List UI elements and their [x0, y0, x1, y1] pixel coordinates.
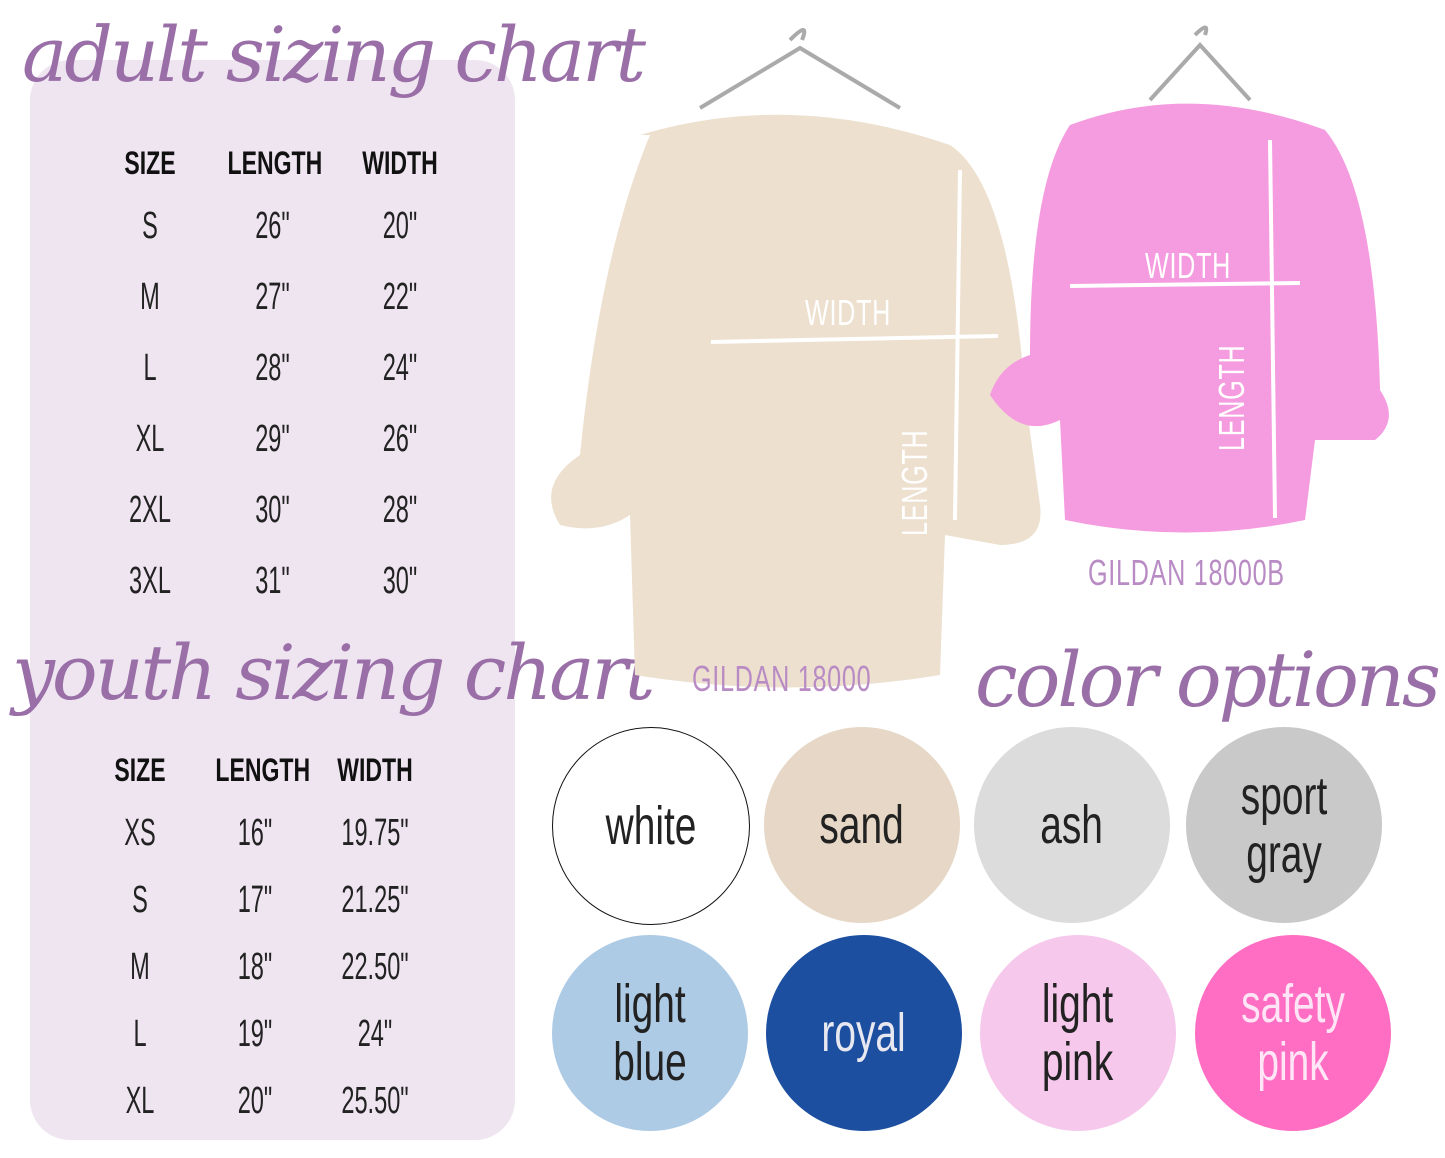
- table-cell: 30": [255, 489, 290, 531]
- table-cell: 22": [382, 276, 418, 318]
- table-cell: S: [142, 205, 158, 247]
- color-swatch[interactable]: royal: [766, 935, 962, 1131]
- table-header: SIZE LENGTH WIDTH: [80, 752, 440, 789]
- sizing-panel: [30, 60, 515, 1140]
- table-cell: 29": [255, 418, 290, 460]
- swatch-label: sport gray: [1240, 766, 1328, 884]
- table-cell: L: [133, 1013, 147, 1055]
- table-cell: 21.25": [341, 879, 409, 921]
- table-row: L 28" 24": [90, 347, 465, 390]
- table-cell: XL: [135, 418, 165, 460]
- table-cell: 19": [237, 1013, 273, 1055]
- table-row: M 18" 22.50": [80, 946, 440, 989]
- color-swatch[interactable]: light blue: [552, 935, 748, 1131]
- table-cell: M: [130, 946, 150, 988]
- color-options-title: color options: [975, 635, 1441, 724]
- table-row: XL 29" 26": [90, 418, 465, 461]
- table-row: XL 20" 25.50": [80, 1080, 440, 1123]
- color-swatch[interactable]: ash: [974, 727, 1170, 923]
- product-label: GILDAN 18000: [692, 658, 872, 699]
- swatch-label: sand: [819, 795, 905, 855]
- swatch-label: royal: [821, 1003, 907, 1063]
- table-cell: 27": [255, 276, 290, 318]
- table-cell: 19.75": [341, 812, 409, 854]
- pink-sweatshirt: [990, 25, 1389, 533]
- table-cell: WIDTH: [362, 145, 438, 181]
- table-cell: 24": [357, 1013, 393, 1055]
- color-swatch[interactable]: light pink: [980, 935, 1176, 1131]
- table-cell: 2XL: [129, 489, 171, 531]
- table-cell: 18": [237, 946, 273, 988]
- adult-chart-title: adult sizing chart: [22, 10, 646, 99]
- table-cell: 24": [382, 347, 418, 389]
- length-label: LENGTH: [894, 429, 935, 536]
- table-cell: 16": [237, 812, 273, 854]
- color-swatch[interactable]: sport gray: [1186, 727, 1382, 923]
- table-cell: WIDTH: [337, 752, 413, 788]
- width-label: WIDTH: [1145, 245, 1232, 286]
- swatch-label: ash: [1040, 795, 1104, 855]
- table-cell: 31": [255, 560, 290, 602]
- table-row: S 17" 21.25": [80, 879, 440, 922]
- table-cell: L: [143, 347, 157, 389]
- table-cell: 25.50": [341, 1080, 409, 1122]
- youth-chart-title: youth sizing chart: [12, 628, 655, 717]
- table-cell: 20": [237, 1080, 273, 1122]
- color-swatch[interactable]: safety pink: [1195, 935, 1391, 1131]
- table-cell: M: [140, 276, 160, 318]
- table-header: SIZE LENGTH WIDTH: [90, 145, 465, 182]
- swatch-label: light blue: [613, 974, 687, 1092]
- table-cell: 17": [237, 879, 273, 921]
- color-swatch[interactable]: white: [552, 727, 750, 925]
- table-cell: 26": [382, 418, 418, 460]
- table-cell: SIZE: [114, 752, 166, 788]
- color-swatch[interactable]: sand: [764, 727, 960, 923]
- table-cell: 22.50": [341, 946, 409, 988]
- table-cell: XS: [124, 812, 156, 854]
- table-cell: SIZE: [124, 145, 176, 181]
- sand-sweatshirt: [551, 28, 1041, 688]
- table-cell: 3XL: [129, 560, 171, 602]
- table-cell: 20": [382, 205, 418, 247]
- table-cell: XL: [125, 1080, 155, 1122]
- width-label: WIDTH: [805, 292, 892, 333]
- table-row: 3XL 31" 30": [90, 560, 465, 603]
- length-label: LENGTH: [1211, 344, 1252, 451]
- product-label: GILDAN 18000B: [1088, 552, 1285, 593]
- swatch-label: safety pink: [1241, 974, 1345, 1092]
- table-cell: S: [132, 879, 148, 921]
- table-cell: LENGTH: [215, 752, 311, 788]
- table-cell: 28": [382, 489, 418, 531]
- swatch-label: white: [605, 796, 697, 856]
- table-cell: 30": [382, 560, 418, 602]
- table-cell: LENGTH: [227, 145, 323, 181]
- table-row: 2XL 30" 28": [90, 489, 465, 532]
- table-row: M 27" 22": [90, 276, 465, 319]
- table-cell: 28": [255, 347, 290, 389]
- table-row: XS 16" 19.75": [80, 812, 440, 855]
- table-row: S 26" 20": [90, 205, 465, 248]
- table-cell: 26": [255, 205, 290, 247]
- swatch-label: light pink: [1042, 974, 1114, 1092]
- table-row: L 19" 24": [80, 1013, 440, 1056]
